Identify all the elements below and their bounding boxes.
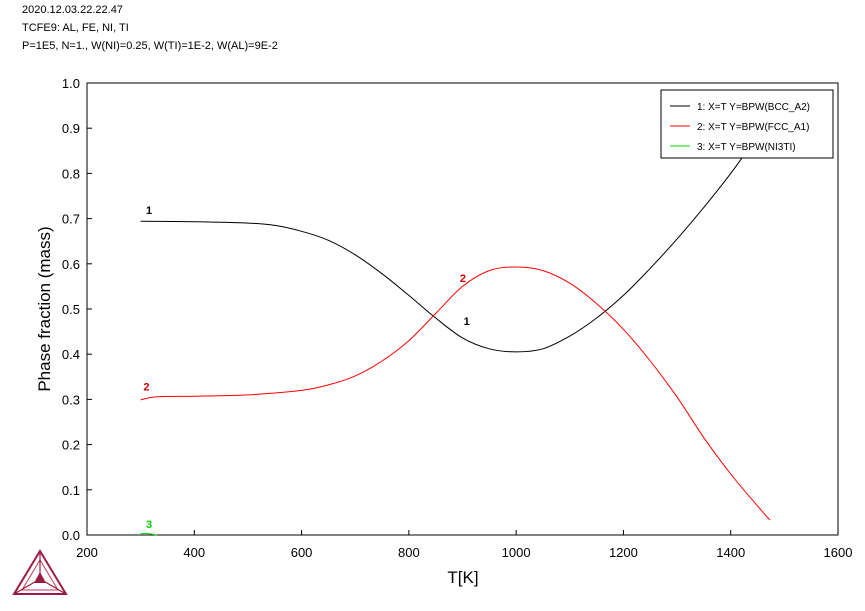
curve-label-2: 2: [460, 273, 466, 285]
x-tick-label: 200: [76, 545, 98, 560]
y-tick-label: 0.2: [62, 438, 80, 453]
y-tick-label: 0.1: [62, 483, 80, 498]
x-axis-label: T[K]: [447, 568, 478, 587]
y-tick-label: 0.9: [62, 121, 80, 136]
y-tick-label: 1.0: [62, 76, 80, 91]
header-timestamp: 2020.12.03.22.22.47: [22, 4, 123, 16]
x-tick-label: 600: [291, 545, 313, 560]
series-line-1: [140, 141, 753, 353]
y-tick-label: 0.4: [62, 347, 80, 362]
curve-label-3: 3: [146, 519, 152, 531]
y-tick-label: 0.6: [62, 257, 80, 272]
x-tick-label: 1000: [502, 545, 531, 560]
x-tick-label: 1400: [716, 545, 745, 560]
legend: 1: X=T Y=BPW(BCC_A2) 2: X=T Y=BPW(FCC_A1)…: [660, 89, 834, 159]
legend-entry-3: 3: X=T Y=BPW(NI3TI): [697, 142, 796, 153]
y-axis-label: Phase fraction (mass): [35, 226, 54, 391]
curve-labels: 1 1 2 2 3: [143, 205, 469, 531]
legend-box: [660, 89, 834, 159]
axis-ticks: 200 400 600 800 1000 1200 1400 1600 0.0 0.1 0.2 0.3…: [62, 76, 853, 560]
thermo-calc-logo: [12, 549, 68, 595]
legend-entry-1: 1: X=T Y=BPW(BCC_A2): [697, 102, 810, 113]
x-tick-label: 400: [183, 545, 205, 560]
header-conditions: P=1E5, N=1., W(NI)=0.25, W(TI)=1E-2, W(A…: [22, 40, 278, 52]
curve-label-2: 2: [143, 381, 149, 393]
y-tick-label: 0.0: [62, 528, 80, 543]
chart-series: [140, 141, 771, 536]
curve-label-1: 1: [146, 205, 152, 217]
y-tick-label: 0.5: [62, 302, 80, 317]
curve-label-1: 1: [464, 316, 470, 328]
series-line-3: [140, 533, 157, 536]
x-tick-label: 800: [398, 545, 420, 560]
y-tick-label: 0.7: [62, 212, 80, 227]
y-tick-label: 0.8: [62, 166, 80, 181]
legend-entry-2: 2: X=T Y=BPW(FCC_A1): [697, 122, 809, 133]
x-tick-label: 1600: [824, 545, 853, 560]
header-database: TCFE9: AL, FE, NI, TI: [22, 22, 129, 34]
x-tick-label: 1200: [609, 545, 638, 560]
series-line-2: [140, 266, 771, 521]
y-tick-label: 0.3: [62, 392, 80, 407]
